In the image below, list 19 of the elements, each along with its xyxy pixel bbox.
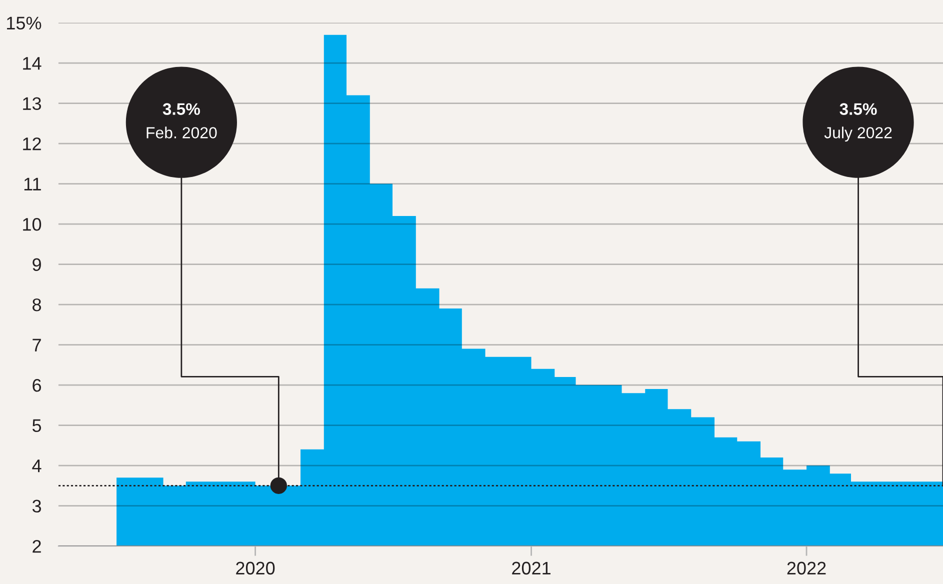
y-tick-label: 14 — [23, 57, 42, 70]
y-tick-label: 5 — [32, 419, 42, 432]
x-tick-label: 2022 — [787, 562, 826, 575]
y-tick-label: 6 — [32, 378, 42, 392]
y-tick-label: 10 — [23, 218, 42, 231]
y-tick-label: 11 — [24, 178, 41, 190]
y-tick-label: 13 — [23, 97, 42, 110]
y-tick-label: 9 — [32, 258, 41, 272]
y-tick-label: 2 — [32, 540, 41, 553]
y-tick-label: 12 — [23, 137, 41, 150]
x-tick-label: 2021 — [512, 562, 550, 575]
annotation: 3.5% Feb. 2020 — [146, 103, 217, 138]
y-tick-label: 7 — [32, 338, 41, 352]
y-tick-label: 8 — [32, 298, 42, 312]
y-tick-label: 4 — [32, 460, 42, 472]
x-tick-label: 2020 — [236, 562, 275, 575]
annotation: 3.5% July 2022 — [824, 103, 892, 142]
y-tick-label: 3 — [32, 500, 42, 513]
y-tick-label: 15% — [7, 16, 42, 30]
